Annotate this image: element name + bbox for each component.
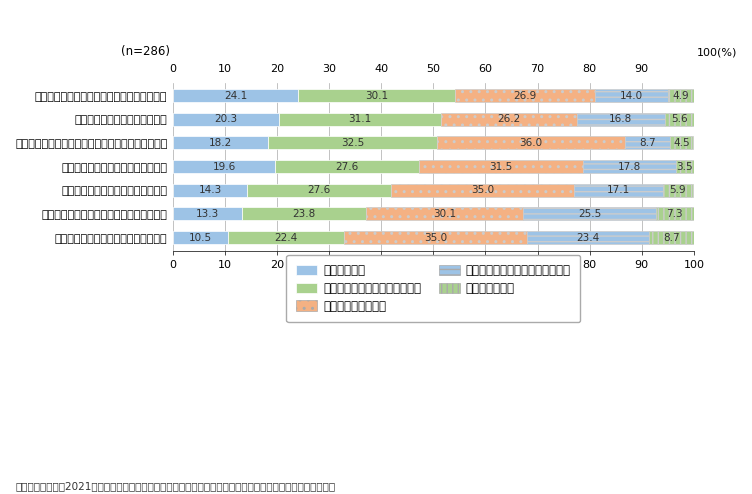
- Text: 10: 10: [218, 64, 232, 74]
- Text: 60: 60: [478, 64, 493, 74]
- Text: 20: 20: [270, 64, 284, 74]
- Bar: [583, 160, 675, 173]
- Text: 17.1: 17.1: [606, 185, 629, 195]
- Text: 14.3: 14.3: [199, 185, 222, 195]
- Text: 5.9: 5.9: [669, 185, 687, 195]
- Text: 4.9: 4.9: [673, 91, 690, 101]
- Text: 22.4: 22.4: [274, 233, 298, 243]
- Bar: [391, 184, 574, 197]
- Bar: [173, 136, 268, 150]
- Bar: [173, 207, 242, 220]
- Text: 23.4: 23.4: [576, 233, 599, 243]
- Text: 35.0: 35.0: [471, 185, 494, 195]
- Text: 10.5: 10.5: [189, 233, 212, 243]
- Text: 50: 50: [426, 64, 441, 74]
- Text: 27.6: 27.6: [308, 185, 331, 195]
- Bar: [173, 113, 279, 126]
- Bar: [441, 113, 578, 126]
- Text: 3.5: 3.5: [676, 162, 693, 171]
- Bar: [228, 231, 344, 244]
- Bar: [173, 89, 299, 102]
- Bar: [526, 231, 648, 244]
- Text: (n=286): (n=286): [121, 44, 170, 58]
- Text: 40: 40: [374, 64, 388, 74]
- Bar: [665, 113, 694, 126]
- Bar: [596, 89, 669, 102]
- Bar: [242, 207, 366, 220]
- Text: 19.6: 19.6: [212, 162, 235, 171]
- Text: 23.8: 23.8: [293, 209, 316, 219]
- Text: 90: 90: [635, 64, 649, 74]
- Bar: [437, 136, 625, 150]
- Bar: [648, 231, 694, 244]
- Bar: [625, 136, 670, 150]
- Text: 14.0: 14.0: [620, 91, 644, 101]
- Text: 30.1: 30.1: [433, 209, 456, 219]
- Legend: 容易に行える, どちらかといえば容易に行える, どちらともいえない, どちらかといえば容易に行えない, 容易に行えない, : 容易に行える, どちらかといえば容易に行える, どちらともいえない, どちらかと…: [287, 255, 581, 322]
- Text: 26.9: 26.9: [514, 91, 537, 101]
- Bar: [344, 231, 526, 244]
- Text: 30.1: 30.1: [365, 91, 389, 101]
- Bar: [173, 231, 228, 244]
- Text: 31.5: 31.5: [490, 162, 512, 171]
- Text: 8.7: 8.7: [639, 138, 656, 148]
- Bar: [275, 160, 419, 173]
- Bar: [656, 207, 694, 220]
- Bar: [299, 89, 455, 102]
- Bar: [455, 89, 596, 102]
- Text: （出典）総務省（2021）「ウィズコロナにおけるデジタル活用の実態と利用者意識の変化に関する調査研究」: （出典）総務省（2021）「ウィズコロナにおけるデジタル活用の実態と利用者意識の…: [15, 482, 335, 492]
- Text: 100(%): 100(%): [696, 47, 737, 58]
- Bar: [663, 184, 693, 197]
- Bar: [574, 184, 663, 197]
- Bar: [419, 160, 583, 173]
- Bar: [675, 160, 694, 173]
- Bar: [268, 136, 437, 150]
- Text: 5.6: 5.6: [671, 114, 687, 124]
- Text: 36.0: 36.0: [519, 138, 542, 148]
- Text: 4.5: 4.5: [673, 138, 690, 148]
- Text: 32.5: 32.5: [341, 138, 364, 148]
- Bar: [523, 207, 656, 220]
- Bar: [670, 136, 693, 150]
- Text: 30: 30: [322, 64, 336, 74]
- Text: 27.6: 27.6: [335, 162, 359, 171]
- Text: 80: 80: [583, 64, 597, 74]
- Text: 18.2: 18.2: [209, 138, 232, 148]
- Bar: [578, 113, 665, 126]
- Text: 0: 0: [169, 64, 177, 74]
- Bar: [173, 160, 275, 173]
- Text: 13.3: 13.3: [196, 209, 219, 219]
- Text: 20.3: 20.3: [214, 114, 238, 124]
- Text: 16.8: 16.8: [609, 114, 632, 124]
- Text: 26.2: 26.2: [497, 114, 520, 124]
- Text: 25.5: 25.5: [578, 209, 601, 219]
- Bar: [366, 207, 523, 220]
- Text: 8.7: 8.7: [663, 233, 680, 243]
- Text: 70: 70: [530, 64, 544, 74]
- Bar: [173, 184, 247, 197]
- Text: 24.1: 24.1: [224, 91, 247, 101]
- Bar: [669, 89, 694, 102]
- Bar: [247, 184, 391, 197]
- Text: 7.3: 7.3: [666, 209, 683, 219]
- Bar: [279, 113, 441, 126]
- Text: 35.0: 35.0: [424, 233, 447, 243]
- Text: 17.8: 17.8: [617, 162, 641, 171]
- Text: 31.1: 31.1: [348, 114, 371, 124]
